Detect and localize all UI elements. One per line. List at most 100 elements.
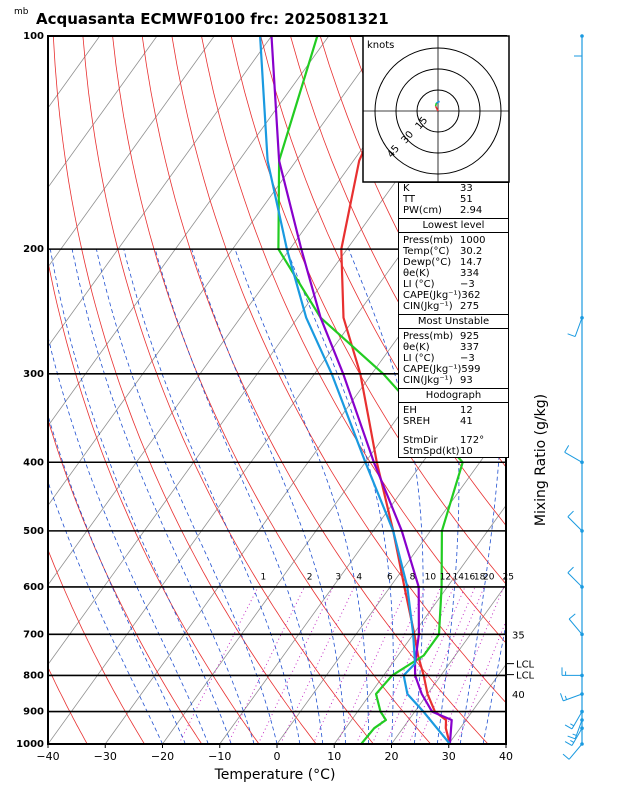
moist-adiabat-line — [49, 249, 232, 744]
lowest-level-value: 334 — [460, 268, 480, 279]
moist-adiabat-line — [286, 248, 394, 744]
mixing-ratio-label: 20 — [483, 573, 495, 583]
x-tick-label: 20 — [385, 750, 399, 763]
lowest-level-value: 30.2 — [460, 246, 483, 257]
index-panel-basic: K 33 TT 51 PW(cm) 2.94 Lowest level Press(m… — [398, 182, 509, 458]
hodograph-index-label: StmDir — [403, 435, 438, 446]
mixing-ratio-label: 14 — [452, 573, 464, 583]
moist-adiabat-line — [191, 248, 347, 744]
index-row-tt: TT 51 — [403, 194, 473, 205]
most-unstable-value: 599 — [461, 364, 481, 375]
lowest-level-value: 362 — [461, 290, 481, 301]
pressure-unit: mb — [14, 7, 29, 17]
x-axis-label: Temperature (°C) — [214, 767, 336, 783]
lowest-level-row: LI (°C) −3 — [399, 279, 508, 290]
dry-adiabat-line — [52, 36, 317, 744]
hodograph-index-row: StmSpd(kt) 10 — [399, 446, 508, 457]
dry-adiabat-line — [528, 36, 618, 744]
most-unstable-value: 337 — [460, 342, 480, 353]
chart-title: Acquasanta ECMWF0100 frc: 2025081321 — [36, 10, 389, 28]
mixing-ratio-line — [438, 586, 505, 744]
pressure-tick-label: 300 — [23, 369, 44, 380]
wind-barb — [567, 566, 583, 588]
dry-adiabat-line — [587, 36, 618, 744]
isotherm-line — [48, 36, 158, 189]
most-unstable-title: Most Unstable — [399, 314, 508, 329]
isotherm-line — [48, 36, 387, 507]
x-tick-label: −10 — [208, 750, 231, 763]
background-lines — [48, 36, 618, 744]
dry-adiabat-line — [112, 36, 432, 744]
mixing-ratio-label: 1 — [261, 573, 267, 583]
lowest-level-rows: Press(mb) 1000 Temp(°C) 30.2 Dewp(°C) 14.7 θe(… — [399, 235, 508, 312]
hodograph-index-value: 172° — [460, 435, 485, 446]
mixing-ratio-label: 18 — [474, 573, 486, 583]
pressure-tick-label: 1000 — [16, 739, 44, 750]
dry-adiabat-line — [48, 548, 145, 744]
isotherm-line — [391, 584, 506, 744]
hodograph-index-row: SREH 41 — [399, 416, 508, 427]
lowest-level-row: θe(K) 334 — [399, 268, 508, 279]
dry-adiabat-line — [82, 36, 374, 744]
most-unstable-label: CAPE(Jkg⁻¹) — [403, 364, 462, 375]
mixing-ratio-label: 6 — [387, 573, 393, 583]
hodograph-index-value: 12 — [460, 405, 473, 416]
mixing-ratio-label: 16 — [464, 573, 476, 583]
lowest-level-value: 1000 — [460, 235, 486, 246]
wind-barb — [567, 719, 583, 740]
most-unstable-label: CIN(Jkg⁻¹) — [403, 375, 453, 386]
mixing-ratio-line — [227, 586, 305, 744]
x-tick-label: 0 — [274, 750, 281, 763]
isotherm-line — [48, 36, 101, 109]
mixing-ratio-label: 4 — [356, 573, 362, 583]
lowest-level-value: 275 — [460, 301, 480, 312]
lowest-level-label: LI (°C) — [403, 279, 435, 290]
wind-barb — [574, 36, 583, 57]
lowest-level-label: CIN(Jkg⁻¹) — [403, 301, 453, 312]
hodograph-index-value: 10 — [460, 446, 473, 457]
x-tick-label: −40 — [36, 750, 59, 763]
mixing-ratio-label: 3 — [335, 573, 341, 583]
most-unstable-row: LI (°C) −3 — [399, 353, 508, 364]
x-tick-label: 10 — [327, 750, 341, 763]
mixing-ratio-line — [312, 586, 386, 744]
index-row-pw: PW(cm) 2.94 — [403, 205, 483, 216]
pressure-tick-label: 900 — [23, 707, 44, 718]
x-tick-label: 40 — [499, 750, 513, 763]
dry-adiabat-line — [48, 418, 203, 744]
most-unstable-value: 93 — [460, 375, 473, 386]
hodograph-box — [362, 35, 510, 183]
wind-barb — [568, 613, 583, 635]
wind-column — [560, 34, 584, 760]
most-unstable-row: CIN(Jkg⁻¹) 93 — [399, 375, 508, 386]
pressure-tick-label: 400 — [23, 457, 44, 468]
lcl-label: LCL — [516, 671, 535, 682]
hodograph-index-label: SREH — [403, 416, 431, 427]
lowest-level-label: θe(K) — [403, 268, 430, 279]
isotherm-line — [48, 36, 272, 348]
dry-adiabat-line — [48, 666, 88, 744]
lowest-level-row: CAPE(Jkg⁻¹) 362 — [399, 290, 508, 301]
lowest-level-value: −3 — [460, 279, 475, 290]
mixing-ratio-line — [336, 586, 409, 744]
wind-barb — [564, 727, 583, 746]
mixing-ratio-label: 25 — [502, 573, 513, 583]
dry-adiabat-line — [171, 36, 506, 704]
x-tick-label: −30 — [94, 750, 117, 763]
mixing-ratio-label: 10 — [425, 573, 437, 583]
most-unstable-value: −3 — [460, 353, 475, 364]
pressure-tick-label: 500 — [23, 526, 44, 537]
dry-adiabat-line — [230, 36, 506, 585]
hodograph-index-row: StmDir 172° — [399, 435, 508, 446]
dry-adiabat-line — [557, 36, 618, 744]
mixing-ratio-line — [280, 586, 355, 744]
hodograph-unit: knots — [367, 40, 394, 51]
dry-adiabat-line — [260, 36, 506, 527]
mixing-ratio-label: 2 — [307, 573, 313, 583]
y-axis-label: Mixing Ratio (g/kg) — [533, 394, 549, 526]
pressure-tick-label: 200 — [23, 244, 44, 255]
hodograph-segment — [434, 102, 438, 107]
lowest-level-row: Temp(°C) 30.2 — [399, 246, 508, 257]
wind-barb — [561, 667, 582, 676]
